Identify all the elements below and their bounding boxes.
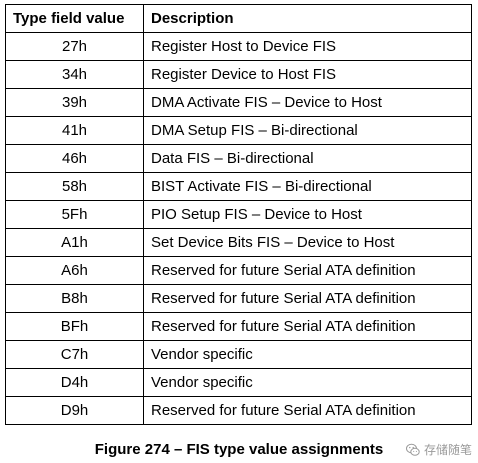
table-header-row: Type field value Description: [5, 4, 472, 33]
description-cell: Register Device to Host FIS: [143, 60, 472, 89]
description-cell: DMA Setup FIS – Bi-directional: [143, 116, 472, 145]
description-cell: DMA Activate FIS – Device to Host: [143, 88, 472, 117]
table-row: B8h Reserved for future Serial ATA defin…: [5, 284, 472, 313]
wechat-icon: [405, 443, 420, 457]
description-cell: Register Host to Device FIS: [143, 32, 472, 61]
type-code-cell: B8h: [5, 284, 144, 313]
table-row: C7h Vendor specific: [5, 340, 472, 369]
table-row: 27h Register Host to Device FIS: [5, 32, 472, 61]
fis-type-table: Type field value Description 27h Registe…: [5, 4, 472, 425]
type-code-cell: 39h: [5, 88, 144, 117]
header-description: Description: [143, 4, 472, 33]
table-row: D9h Reserved for future Serial ATA defin…: [5, 396, 472, 425]
type-code-cell: C7h: [5, 340, 144, 369]
type-code-cell: BFh: [5, 312, 144, 341]
type-code-cell: 27h: [5, 32, 144, 61]
table-row: A6h Reserved for future Serial ATA defin…: [5, 256, 472, 285]
description-cell: Reserved for future Serial ATA definitio…: [143, 396, 472, 425]
fis-type-table-container: Type field value Description 27h Registe…: [5, 4, 472, 425]
type-code-cell: 41h: [5, 116, 144, 145]
description-cell: Reserved for future Serial ATA definitio…: [143, 312, 472, 341]
table-row: 5Fh PIO Setup FIS – Device to Host: [5, 200, 472, 229]
description-cell: Vendor specific: [143, 340, 472, 369]
type-code-cell: D4h: [5, 368, 144, 397]
figure-caption: Figure 274 – FIS type value assignments: [94, 441, 384, 458]
description-cell: Set Device Bits FIS – Device to Host: [143, 228, 472, 257]
type-code-cell: D9h: [5, 396, 144, 425]
type-code-cell: 46h: [5, 144, 144, 173]
table-row: BFh Reserved for future Serial ATA defin…: [5, 312, 472, 341]
table-row: 58h BIST Activate FIS – Bi-directional: [5, 172, 472, 201]
table-row: 39h DMA Activate FIS – Device to Host: [5, 88, 472, 117]
type-code-cell: 5Fh: [5, 200, 144, 229]
type-code-cell: 58h: [5, 172, 144, 201]
type-code-cell: 34h: [5, 60, 144, 89]
description-cell: BIST Activate FIS – Bi-directional: [143, 172, 472, 201]
table-row: 46h Data FIS – Bi-directional: [5, 144, 472, 173]
table-row: 41h DMA Setup FIS – Bi-directional: [5, 116, 472, 145]
table-row: 34h Register Device to Host FIS: [5, 60, 472, 89]
watermark: 存储随笔: [405, 440, 472, 460]
description-cell: Reserved for future Serial ATA definitio…: [143, 284, 472, 313]
description-cell: Vendor specific: [143, 368, 472, 397]
table-row: A1h Set Device Bits FIS – Device to Host: [5, 228, 472, 257]
header-type-field-value: Type field value: [5, 4, 144, 33]
table-row: D4h Vendor specific: [5, 368, 472, 397]
description-cell: Data FIS – Bi-directional: [143, 144, 472, 173]
watermark-text: 存储随笔: [423, 443, 472, 457]
type-code-cell: A1h: [5, 228, 144, 257]
type-code-cell: A6h: [5, 256, 144, 285]
description-cell: Reserved for future Serial ATA definitio…: [143, 256, 472, 285]
description-cell: PIO Setup FIS – Device to Host: [143, 200, 472, 229]
